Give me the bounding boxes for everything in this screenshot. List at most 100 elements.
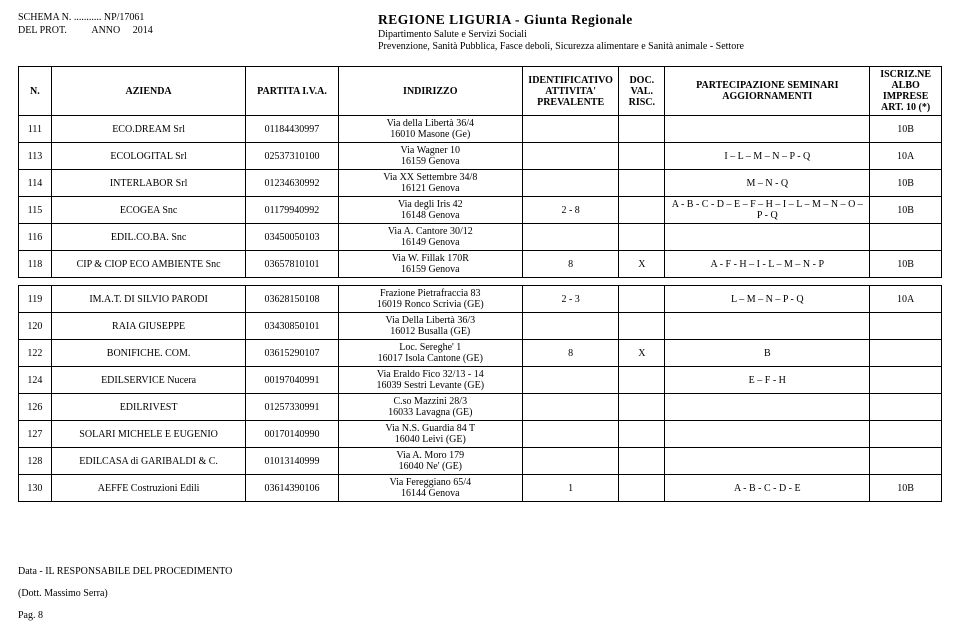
col-seminari: PARTECIPAZIONE SEMINARI AGGIORNAMENTI [665, 67, 870, 116]
schema-label: SCHEMA N. [18, 12, 71, 23]
table-cell: 10B [870, 251, 942, 278]
table-cell [665, 394, 870, 421]
table-cell: Via A. Moro 17916040 Ne' (GE) [338, 448, 522, 475]
footer: Data - IL RESPONSABILE DEL PROCEDIMENTO … [18, 564, 232, 624]
region-subtitle-1: Dipartimento Salute e Servizi Sociali [378, 29, 942, 40]
table-cell: 119 [19, 286, 52, 313]
table-cell: 10B [870, 475, 942, 502]
table-cell: 10A [870, 143, 942, 170]
table-cell: 03430850101 [246, 313, 338, 340]
delprot-label: DEL PROT. [18, 25, 67, 36]
table-cell [665, 421, 870, 448]
table-cell: 00170140990 [246, 421, 338, 448]
schema-value: ........... NP/17061 [74, 12, 145, 23]
table-cell: 10B [870, 116, 942, 143]
table-cell: X [619, 251, 665, 278]
table-cell: IM.A.T. DI SILVIO PARODI [51, 286, 246, 313]
col-n: N. [19, 67, 52, 116]
table-cell: 01234630992 [246, 170, 338, 197]
col-iscriz: ISCRIZ.NE ALBO IMPRESE ART. 10 (*) [870, 67, 942, 116]
table-cell: 03450050103 [246, 224, 338, 251]
table-cell: 8 [522, 340, 618, 367]
table-cell: Via degli Iris 4216148 Genova [338, 197, 522, 224]
footer-line2: (Dott. Massimo Serra) [18, 586, 232, 602]
table-row: 118CIP & CIOP ECO AMBIENTE Snc0365781010… [19, 251, 942, 278]
table-cell: 120 [19, 313, 52, 340]
table-cell [870, 340, 942, 367]
table-cell: X [619, 340, 665, 367]
table-cell: 1 [522, 475, 618, 502]
table-cell: 111 [19, 116, 52, 143]
table-cell: 01257330991 [246, 394, 338, 421]
table-cell [619, 421, 665, 448]
table-cell: Via Eraldo Fico 32/13 - 1416039 Sestri L… [338, 367, 522, 394]
table-row: 119IM.A.T. DI SILVIO PARODI03628150108Fr… [19, 286, 942, 313]
table-cell: 130 [19, 475, 52, 502]
table-cell: 01184430997 [246, 116, 338, 143]
header-bar: SCHEMA N. ........... NP/17061 DEL PROT.… [18, 12, 942, 52]
table-cell: 02537310100 [246, 143, 338, 170]
table-cell: EDILSERVICE Nucera [51, 367, 246, 394]
table-row: 115ECOGEA Snc01179940992Via degli Iris 4… [19, 197, 942, 224]
table-row: 116EDIL.CO.BA. Snc03450050103Via A. Cant… [19, 224, 942, 251]
table-cell: L – M – N – P - Q [665, 286, 870, 313]
table-cell: 00197040991 [246, 367, 338, 394]
table-cell [522, 170, 618, 197]
table-cell [619, 367, 665, 394]
table-cell: B [665, 340, 870, 367]
table-row: 122BONIFICHE. COM.03615290107Loc. Seregh… [19, 340, 942, 367]
table-cell: Via Wagner 1016159 Genova [338, 143, 522, 170]
table-cell: EDIL.CO.BA. Snc [51, 224, 246, 251]
table-cell: 114 [19, 170, 52, 197]
table-cell: 127 [19, 421, 52, 448]
table-gap [19, 278, 942, 286]
table-cell: 118 [19, 251, 52, 278]
table-row: 127SOLARI MICHELE E EUGENIO00170140990Vi… [19, 421, 942, 448]
table-cell: Via W. Fillak 170R16159 Genova [338, 251, 522, 278]
table-cell: C.so Mazzini 28/316033 Lavagna (GE) [338, 394, 522, 421]
table-cell: 116 [19, 224, 52, 251]
table-row: 130AEFFE Costruzioni Edili03614390106Via… [19, 475, 942, 502]
table-cell: 122 [19, 340, 52, 367]
table-cell [522, 367, 618, 394]
table-cell: Loc. Sereghe' 116017 Isola Cantone (GE) [338, 340, 522, 367]
table-cell [870, 394, 942, 421]
table-cell: AEFFE Costruzioni Edili [51, 475, 246, 502]
table-cell: I – L – M – N – P - Q [665, 143, 870, 170]
table-cell: 2 - 8 [522, 197, 618, 224]
table-cell: 8 [522, 251, 618, 278]
table-cell: Via N.S. Guardia 84 T16040 Leivi (GE) [338, 421, 522, 448]
table-cell [522, 313, 618, 340]
table-cell: 113 [19, 143, 52, 170]
col-id-attivita: IDENTIFICATIVO ATTIVITA' PREVALENTE [522, 67, 618, 116]
table-cell: Via Della Libertà 36/316012 Busalla (GE) [338, 313, 522, 340]
table-cell [870, 448, 942, 475]
table-row: 126EDILRIVEST01257330991C.so Mazzini 28/… [19, 394, 942, 421]
col-indirizzo: INDIRIZZO [338, 67, 522, 116]
table-cell [870, 421, 942, 448]
table-cell: EDILCASA di GARIBALDI & C. [51, 448, 246, 475]
table-cell [665, 224, 870, 251]
table-row: 120RAIA GIUSEPPE03430850101Via Della Lib… [19, 313, 942, 340]
table-cell: Via della Libertà 36/416010 Masone (Ge) [338, 116, 522, 143]
table-body: 111ECO.DREAM Srl01184430997Via della Lib… [19, 116, 942, 502]
table-cell: 126 [19, 394, 52, 421]
table-head: N. AZIENDA PARTITA I.V.A. INDIRIZZO IDEN… [19, 67, 942, 116]
table-cell: ECO.DREAM Srl [51, 116, 246, 143]
footer-line1: Data - IL RESPONSABILE DEL PROCEDIMENTO [18, 564, 232, 580]
header-right: REGIONE LIGURIA - Giunta Regionale Dipar… [378, 12, 942, 52]
region-subtitle-2: Prevenzione, Sanità Pubblica, Fasce debo… [378, 41, 942, 52]
table-cell [522, 394, 618, 421]
table-cell [665, 448, 870, 475]
anno-label: ANNO [91, 25, 120, 36]
table-cell: 01179940992 [246, 197, 338, 224]
table-row: 113ECOLOGITAL Srl02537310100Via Wagner 1… [19, 143, 942, 170]
table-cell [665, 313, 870, 340]
table-cell: SOLARI MICHELE E EUGENIO [51, 421, 246, 448]
table-cell: A - F - H – I - L – M – N - P [665, 251, 870, 278]
table-cell [619, 286, 665, 313]
table-cell: 115 [19, 197, 52, 224]
table-cell: A - B - C - D - E [665, 475, 870, 502]
table-row: 128EDILCASA di GARIBALDI & C.01013140999… [19, 448, 942, 475]
table-cell: RAIA GIUSEPPE [51, 313, 246, 340]
